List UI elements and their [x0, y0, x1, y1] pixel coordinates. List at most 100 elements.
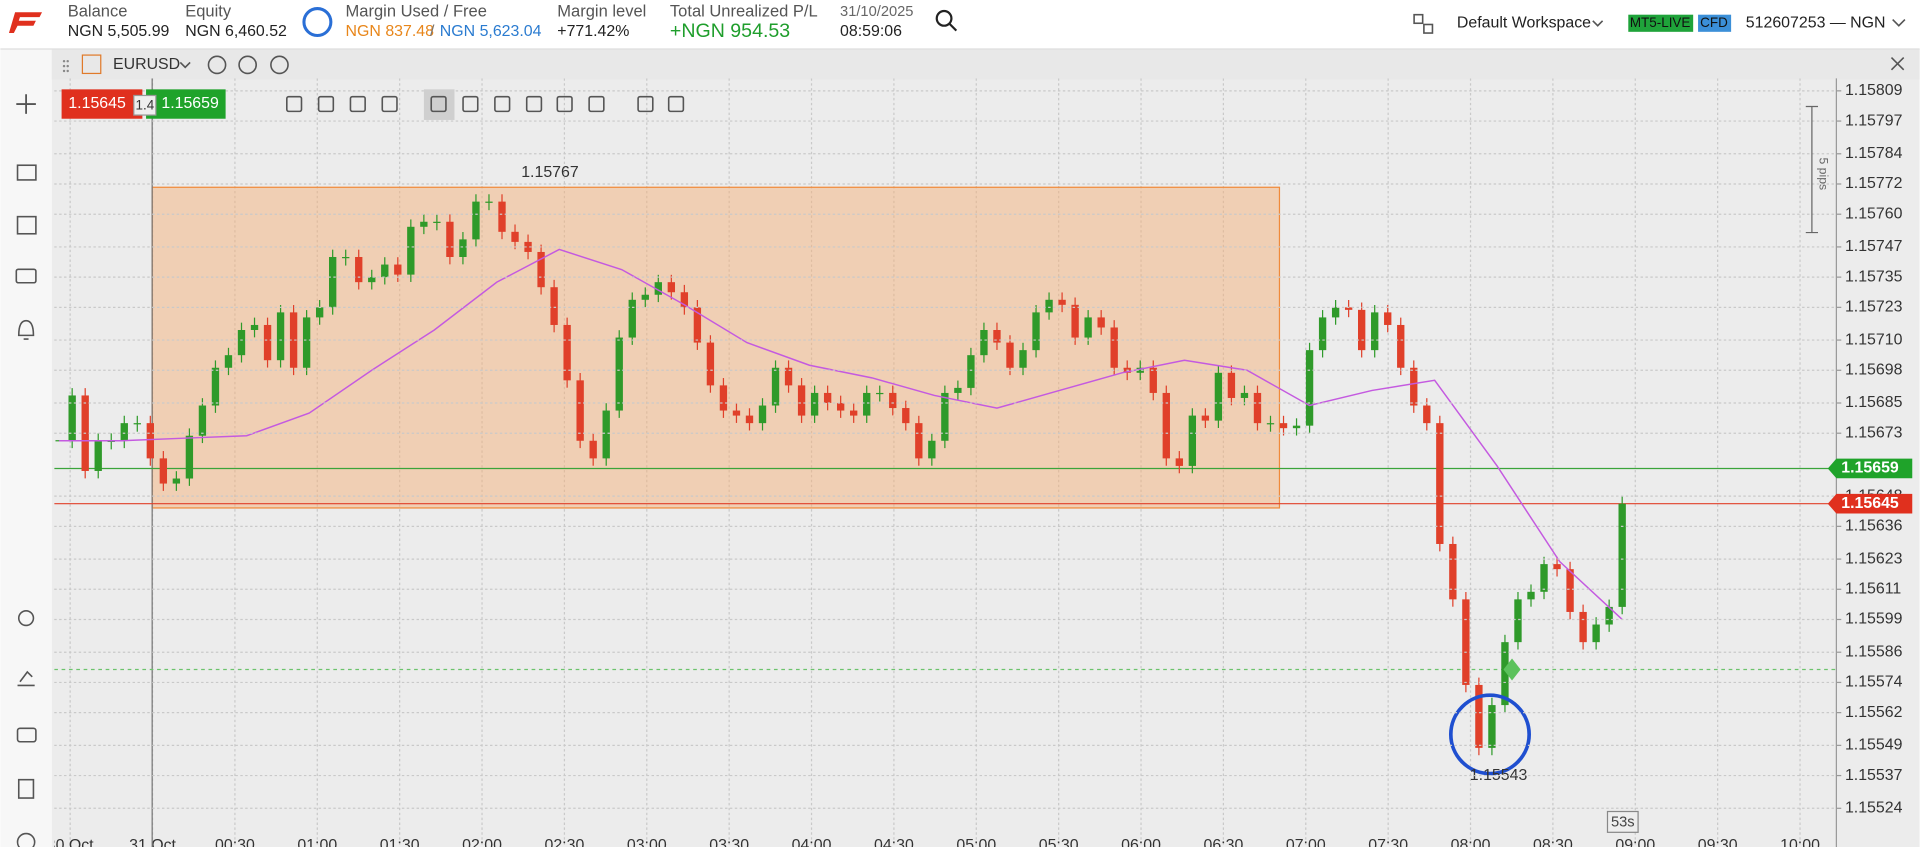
candle: [1162, 392, 1170, 459]
candle: [1605, 606, 1613, 625]
price-label: 1.15809: [1845, 82, 1903, 99]
grip[interactable]: [62, 59, 69, 73]
price-label: 1.15797: [1845, 112, 1903, 129]
price-label: 1.15673: [1845, 424, 1903, 441]
buy-box[interactable]: [146, 89, 226, 119]
toolbar-button[interactable]: [588, 95, 605, 113]
workspace-chevron[interactable]: [1592, 20, 1604, 27]
countdown-box: [1606, 810, 1639, 833]
toolbar-button[interactable]: [637, 95, 654, 113]
toolbar-button[interactable]: [667, 95, 685, 113]
workspace-icon[interactable]: [1413, 13, 1434, 34]
candle: [1084, 317, 1092, 338]
candle: [302, 317, 311, 368]
price-label: 1.15685: [1845, 394, 1903, 411]
symbol-chevron[interactable]: [179, 61, 191, 69]
candle: [159, 458, 168, 484]
candle: [1188, 415, 1197, 466]
equity-label: Equity: [185, 2, 232, 21]
toolbar-button[interactable]: [525, 95, 543, 113]
zone: [151, 186, 1281, 509]
reports-icon[interactable]: [16, 215, 37, 235]
candle: [211, 367, 220, 406]
candle: [550, 287, 558, 325]
tools-icon[interactable]: [17, 670, 35, 687]
tool-icon: [588, 95, 605, 113]
candle: [1592, 624, 1600, 643]
time-label: 02:00: [462, 837, 502, 847]
price-tag: [1827, 458, 1913, 479]
toolbar-button[interactable]: [494, 95, 511, 113]
candle: [1475, 684, 1483, 748]
margin-separator: /: [430, 23, 435, 40]
tool-icon: [494, 95, 511, 113]
balance-value: NGN 5,505.99: [68, 23, 170, 40]
price-label: 1.15747: [1845, 238, 1903, 255]
candle: [836, 403, 845, 411]
pl-label: Total Unrealized P/L: [670, 2, 818, 21]
candle: [967, 355, 975, 388]
payments-icon[interactable]: [15, 268, 37, 284]
candle: [1397, 324, 1405, 368]
search-button[interactable]: [935, 9, 958, 32]
logo[interactable]: [8, 12, 43, 34]
zoom-in[interactable]: [270, 55, 289, 75]
price-tag: [1827, 493, 1913, 514]
close-chart[interactable]: [1890, 56, 1905, 71]
chart-type-icon[interactable]: [81, 54, 102, 75]
chat-icon[interactable]: [16, 727, 37, 743]
help-icon[interactable]: [16, 832, 36, 847]
margin-free: NGN 5,623.04: [440, 23, 542, 40]
account[interactable]: 512607253 — NGN: [1746, 14, 1886, 31]
candle: [1331, 307, 1340, 318]
candle: [1501, 642, 1509, 706]
margin-level: +771.42%: [557, 23, 629, 40]
spread-box: [133, 94, 157, 116]
symbol[interactable]: EURUSD: [113, 56, 180, 73]
zoom-out[interactable]: [207, 55, 227, 75]
sell-price: 1.15645: [68, 95, 126, 112]
candle: [1058, 299, 1066, 305]
alerts-icon[interactable]: [17, 319, 35, 340]
price-label: 1.15710: [1845, 331, 1903, 348]
sell-box[interactable]: [61, 89, 143, 119]
settings-icon[interactable]: [17, 609, 35, 627]
candle: [485, 201, 493, 203]
margin-gauge: [302, 7, 333, 38]
clock: 08:59:06: [840, 23, 902, 40]
toolbar-button[interactable]: [286, 95, 303, 113]
candle: [329, 256, 337, 308]
time-label: 03:00: [627, 837, 667, 847]
toolbar-button[interactable]: [381, 95, 398, 113]
candle: [602, 410, 610, 459]
candle: [589, 440, 597, 459]
candle: [693, 307, 702, 343]
tool-icon: [556, 95, 573, 113]
candle: [381, 264, 389, 278]
candle: [433, 221, 441, 223]
candle: [250, 324, 259, 330]
candle: [1423, 405, 1431, 424]
candle: [1566, 569, 1574, 612]
candle: [342, 256, 350, 259]
candle: [1618, 503, 1626, 607]
orders-icon[interactable]: [16, 164, 37, 181]
toolbar-button[interactable]: [349, 95, 366, 113]
candle: [1579, 611, 1587, 643]
news-icon[interactable]: [17, 778, 35, 799]
toolbar-button[interactable]: [317, 95, 335, 113]
add-button[interactable]: [16, 94, 36, 114]
candle: [706, 342, 715, 386]
zoom-reset[interactable]: [238, 55, 258, 75]
time-label: 01:30: [380, 837, 420, 847]
toolbar-button[interactable]: [462, 95, 479, 113]
price-label: 1.15562: [1845, 704, 1903, 721]
toolbar-button[interactable]: [430, 95, 447, 113]
account-chevron[interactable]: [1892, 19, 1906, 27]
workspace-name[interactable]: Default Workspace: [1457, 14, 1591, 31]
price-label: 1.15735: [1845, 268, 1903, 285]
toolbar-button[interactable]: [556, 95, 573, 113]
candle: [915, 423, 923, 459]
candle: [876, 392, 884, 395]
